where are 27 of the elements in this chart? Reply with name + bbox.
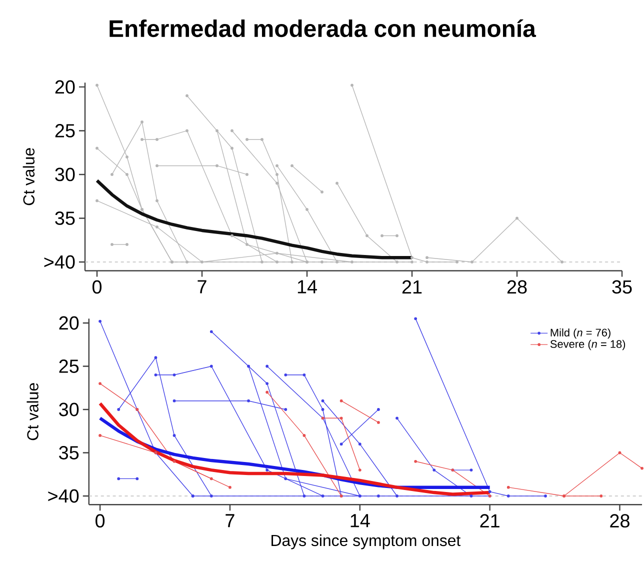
y-axis-title: Ct value bbox=[26, 383, 38, 440]
chart-title: Enfermedad moderada con neumonía bbox=[110, 19, 536, 38]
x-tick-label: 0 bbox=[96, 514, 105, 528]
y-tick-label: 20 bbox=[59, 316, 79, 330]
x-axis-title: Days since symptom onset bbox=[272, 534, 461, 550]
legend-label: Severe (n = 18) bbox=[550, 340, 626, 350]
x-tick-label: 7 bbox=[226, 514, 234, 528]
x-tick-label: 14 bbox=[298, 280, 317, 294]
y-tick-label: 25 bbox=[59, 360, 79, 373]
x-tick-label: 28 bbox=[507, 280, 527, 294]
y-axis-title: Ct value bbox=[22, 148, 35, 206]
y-tick-label: 30 bbox=[55, 168, 75, 182]
y-tick-label: >40 bbox=[44, 255, 75, 269]
y-tick-label: 30 bbox=[59, 402, 79, 416]
x-tick-label: 7 bbox=[198, 280, 206, 294]
y-tick-label: 35 bbox=[55, 212, 75, 225]
y-tick-label: >40 bbox=[48, 489, 79, 503]
y-tick-label: 20 bbox=[55, 80, 75, 94]
x-tick-label: 28 bbox=[610, 514, 630, 528]
y-tick-label: 35 bbox=[59, 446, 79, 460]
x-tick-label: 35 bbox=[612, 280, 632, 294]
x-tick-label: 21 bbox=[402, 280, 422, 294]
x-tick-label: 14 bbox=[350, 514, 370, 528]
legend-label: Mild (n = 76) bbox=[550, 328, 610, 339]
x-tick-label: 21 bbox=[480, 514, 500, 528]
x-tick-label: 0 bbox=[92, 280, 102, 294]
y-tick-label: 25 bbox=[55, 124, 75, 138]
